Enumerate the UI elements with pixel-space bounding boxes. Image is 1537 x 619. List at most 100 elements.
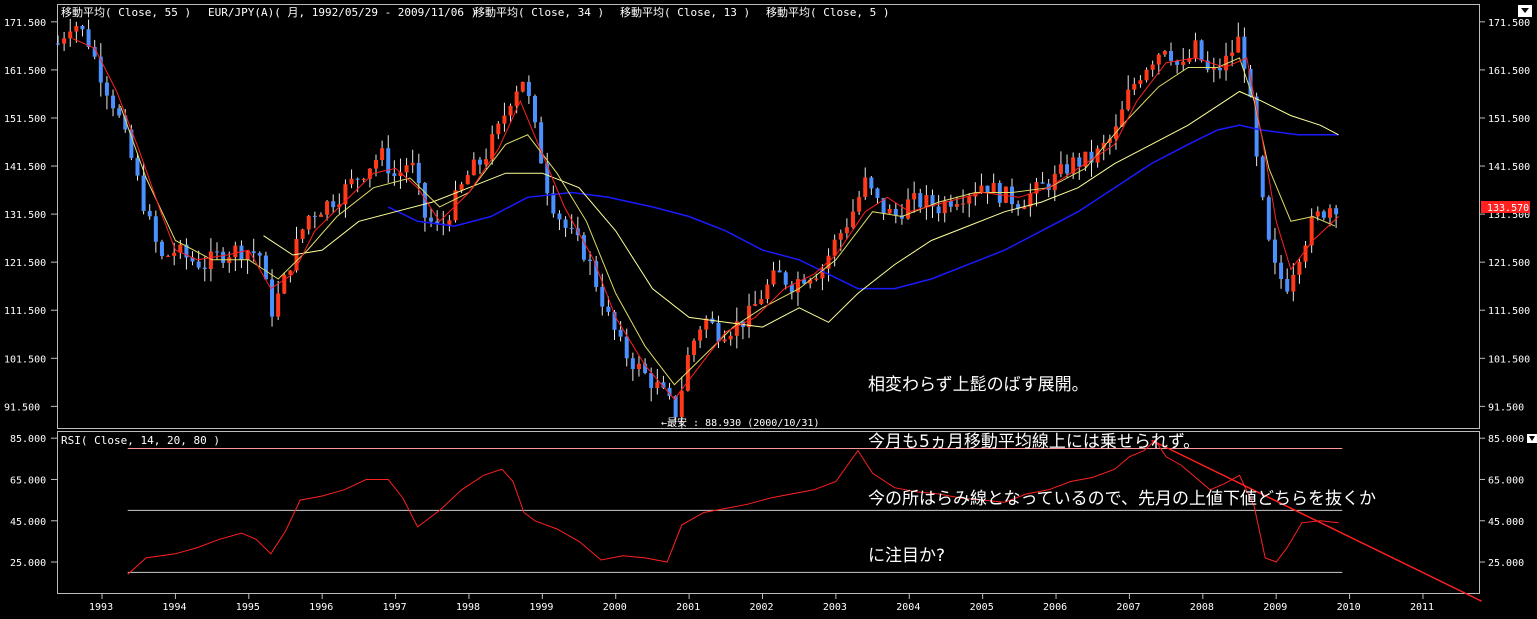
candle-up (771, 270, 776, 285)
candle-down (196, 261, 201, 268)
candle-up (465, 175, 470, 185)
year-tick-label: 2010 (1337, 602, 1361, 613)
candle-up (208, 251, 213, 269)
candle-down (802, 279, 807, 284)
candle-down (184, 244, 189, 258)
candle-down (239, 245, 244, 260)
candle-down (789, 284, 794, 293)
candle-up (367, 168, 372, 179)
candle-down (257, 253, 262, 256)
candle-up (1101, 142, 1106, 149)
rsi-line (127, 439, 1339, 575)
price-panel-frame (57, 4, 1480, 429)
candle-up (1230, 52, 1235, 56)
candle-up (447, 220, 452, 225)
candle-up (1150, 64, 1155, 70)
year-tick-label: 2000 (603, 602, 627, 613)
candle-down (386, 148, 391, 174)
price-ytick-label-right: 101.500 (1488, 354, 1530, 365)
candle-up (1138, 80, 1143, 85)
year-tick-label: 2002 (749, 602, 773, 613)
candle-down (673, 396, 678, 418)
candle-down (1272, 239, 1277, 263)
candle-down (435, 221, 440, 224)
candle-up (68, 31, 73, 39)
year-tick-label: 2004 (896, 602, 920, 613)
candle-down (153, 216, 158, 242)
price-ytick-label-left: 101.500 (4, 354, 46, 365)
candle-up (753, 304, 758, 306)
candle-up (1328, 208, 1333, 218)
candle-up (1034, 182, 1039, 194)
candle-down (135, 157, 140, 176)
candle-down (221, 251, 226, 263)
candle-up (288, 270, 293, 275)
candle-up (1291, 274, 1296, 292)
price-ytick-label-right: 141.500 (1488, 162, 1530, 173)
candle-up (857, 196, 862, 212)
candle-down (948, 201, 953, 207)
candle-down (581, 235, 586, 260)
ma5-title: 移動平均( Close, 5 ) (766, 5, 889, 19)
candle-up (496, 123, 501, 135)
candle-down (533, 95, 538, 123)
symbol-title: EUR/JPY(A)( 月, 1992/05/29 - 2009/11/06 ) (208, 6, 477, 19)
year-tick-label: 1993 (89, 602, 113, 613)
candle-down (1248, 68, 1253, 97)
commentary: 相変わらず上髭のばす展開。 今月も5ヵ月移動平均線上には乗せられず。 今の所はら… (868, 338, 1376, 604)
candle-up (276, 293, 281, 317)
candle-up (1107, 138, 1112, 143)
candle-up (826, 255, 831, 269)
candle-up (863, 177, 868, 197)
candle-down (104, 82, 109, 96)
candle-down (111, 95, 116, 109)
candle-up (1120, 109, 1125, 127)
candle-down (643, 363, 648, 374)
candle-up (502, 115, 507, 124)
price-ytick-label-right: 151.500 (1488, 114, 1530, 125)
candle-up (942, 201, 947, 214)
price-ytick-label-left: 151.500 (4, 114, 46, 125)
candle-up (832, 239, 837, 256)
candle-up (514, 91, 519, 106)
candle-down (716, 322, 721, 342)
candle-up (1193, 40, 1198, 59)
candle-down (588, 259, 593, 262)
year-tick-label: 1998 (456, 602, 480, 613)
candle-down (612, 311, 617, 330)
candle-up (337, 204, 342, 208)
commentary-line-1: 相変わらず上髭のばす展開。 (868, 375, 1089, 395)
candle-down (893, 208, 898, 216)
candle-down (98, 56, 103, 83)
candle-down (526, 81, 531, 96)
candle-up (1309, 216, 1314, 246)
candle-down (661, 382, 666, 388)
candle-up (924, 195, 929, 208)
rsi-ytick-label-left: 85.000 (10, 434, 46, 445)
candle-up (1132, 84, 1137, 90)
candle-up (679, 390, 684, 418)
rsi-panel-menu-arrow (1529, 436, 1535, 441)
price-ytick-label-left: 171.500 (4, 18, 46, 29)
candle-down (881, 197, 886, 214)
candle-down (477, 159, 482, 165)
candle-up (734, 321, 739, 336)
candle-up (233, 245, 238, 258)
candle-down (312, 215, 317, 217)
commentary-line-2: 今月も5ヵ月移動平均線上には乗せられず。 (868, 432, 1201, 452)
candle-down (141, 175, 146, 211)
price-ytick-label-right: 131.500 (1488, 210, 1530, 221)
candle-up (814, 278, 819, 280)
candle-down (123, 115, 128, 130)
candle-up (808, 279, 813, 284)
ma55-title: 移動平均( Close, 55 ) (61, 5, 191, 19)
candle-up (361, 178, 366, 180)
candle-down (1065, 164, 1070, 174)
candle-down (1242, 36, 1247, 69)
year-tick-label: 2008 (1190, 602, 1214, 613)
rsi-ytick-label-left: 25.000 (10, 558, 46, 569)
candle-down (569, 227, 574, 229)
price-ytick-label-left: 91.500 (4, 402, 40, 413)
candle-down (985, 185, 990, 194)
